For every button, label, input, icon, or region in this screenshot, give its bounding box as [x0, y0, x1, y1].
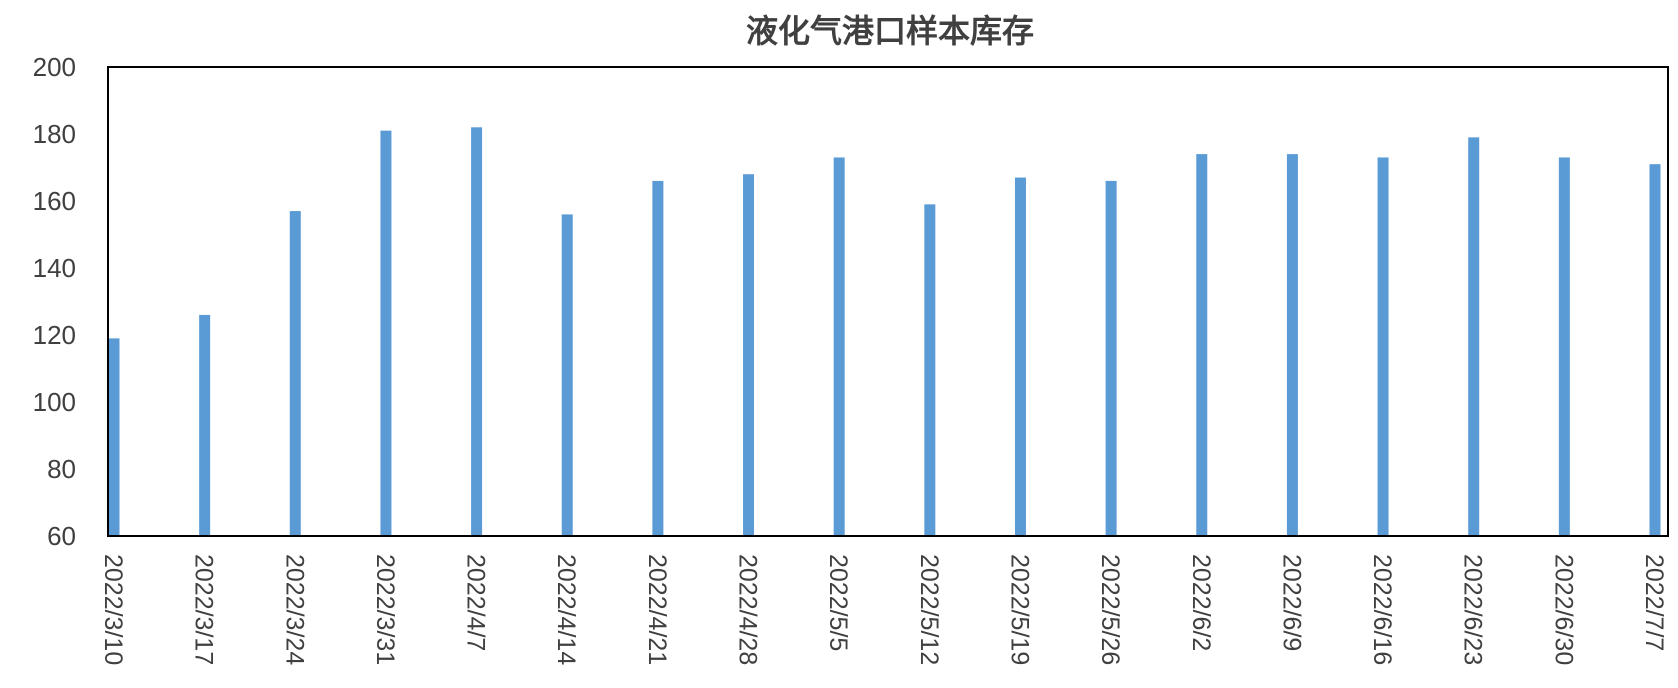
y-tick-label: 180 — [33, 119, 76, 149]
bar — [1558, 157, 1570, 536]
bar — [380, 130, 392, 536]
y-tick-label: 60 — [47, 521, 76, 551]
plot-area-frame — [107, 66, 1669, 537]
x-tick-label: 2022/6/23 — [1459, 554, 1487, 665]
bar — [1014, 177, 1026, 537]
bar — [743, 174, 755, 536]
x-tick-label: 2022/6/30 — [1549, 554, 1577, 665]
bars-group — [108, 127, 1661, 537]
x-tick-label: 2022/7/7 — [1640, 554, 1668, 651]
bar — [1286, 154, 1298, 536]
x-tick-label: 2022/5/12 — [915, 554, 943, 665]
x-tick-label: 2022/6/9 — [1277, 554, 1305, 651]
x-tick-label: 2022/6/2 — [1187, 554, 1215, 651]
bar — [924, 204, 936, 536]
x-tick-label: 2022/5/19 — [1005, 554, 1033, 665]
chart-title: 液化气港口样本库存 — [746, 12, 1034, 50]
y-tick-label: 140 — [33, 253, 76, 283]
bar — [1377, 157, 1389, 536]
x-tick-label: 2022/5/26 — [1096, 554, 1124, 665]
x-tick-label: 2022/4/14 — [552, 554, 580, 665]
x-tick-label: 2022/5/5 — [824, 554, 852, 651]
y-tick-label: 80 — [47, 454, 76, 484]
x-tick-label: 2022/6/16 — [1368, 554, 1396, 665]
bar — [652, 180, 664, 536]
bar — [471, 127, 483, 537]
x-tick-label: 2022/3/24 — [280, 554, 308, 665]
x-tick-label: 2022/3/17 — [190, 554, 218, 665]
bar — [108, 338, 120, 536]
bar — [1649, 164, 1661, 536]
y-axis-ticks: 60 80 100 120 140 160 180 200 — [33, 52, 76, 551]
bar — [833, 157, 845, 536]
bar — [561, 214, 573, 536]
bar — [1468, 137, 1480, 536]
bar — [1105, 180, 1117, 536]
x-tick-label: 2022/3/31 — [371, 554, 399, 665]
x-tick-label: 2022/3/10 — [99, 554, 127, 665]
y-tick-label: 100 — [33, 387, 76, 417]
y-tick-label: 200 — [33, 52, 76, 82]
bar — [1196, 154, 1208, 536]
y-tick-label: 160 — [33, 186, 76, 216]
bar — [289, 211, 301, 537]
x-axis-ticks: 2022/3/10 2022/3/17 2022/3/24 2022/3/31 2022… — [99, 554, 1668, 665]
bar — [199, 314, 211, 536]
x-tick-label: 2022/4/21 — [643, 554, 671, 665]
x-tick-label: 2022/4/7 — [462, 554, 490, 651]
y-tick-label: 120 — [33, 320, 76, 350]
x-tick-label: 2022/4/28 — [734, 554, 762, 665]
